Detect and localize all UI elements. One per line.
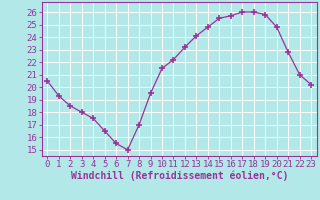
X-axis label: Windchill (Refroidissement éolien,°C): Windchill (Refroidissement éolien,°C) bbox=[70, 171, 288, 181]
